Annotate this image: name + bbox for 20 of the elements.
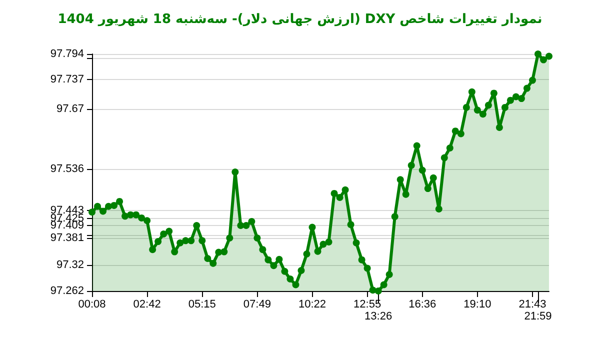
y-tick-label: 97.737 bbox=[50, 73, 84, 86]
x-tick-label: 10:22 bbox=[298, 298, 326, 310]
chart-title: نمودار تغییرات شاخص DXY (ارزش جهانی دلار)- سه‌شنبه 18 شهریور 1404 bbox=[56, 11, 544, 29]
x-tick-label: 07:49 bbox=[243, 298, 271, 310]
y-tick-label: 97.32 bbox=[56, 259, 84, 272]
y-tick-label: 97.409 bbox=[50, 220, 84, 232]
y-tick-label: 97.262 bbox=[50, 285, 84, 297]
y-tick-label: 97.536 bbox=[50, 162, 84, 175]
y-tick-label: 97.794 bbox=[50, 48, 84, 60]
x-tick-label: 02:42 bbox=[133, 298, 161, 310]
x-tick-label: 19:10 bbox=[464, 298, 492, 310]
x-tick-label: 12:55 bbox=[354, 298, 382, 310]
y-tick-label: 97.381 bbox=[50, 232, 84, 244]
x-tick-label: 00:08 bbox=[78, 298, 106, 310]
y-tick-label: 97.67 bbox=[56, 103, 84, 116]
x-tick-label: 21:43 bbox=[518, 298, 546, 310]
x-tick-label: 05:15 bbox=[188, 298, 216, 310]
x-tick-label: 13:26 bbox=[364, 310, 392, 322]
x-tick-label: 16:36 bbox=[408, 298, 436, 310]
x-tick-label: 21:59 bbox=[524, 310, 552, 322]
